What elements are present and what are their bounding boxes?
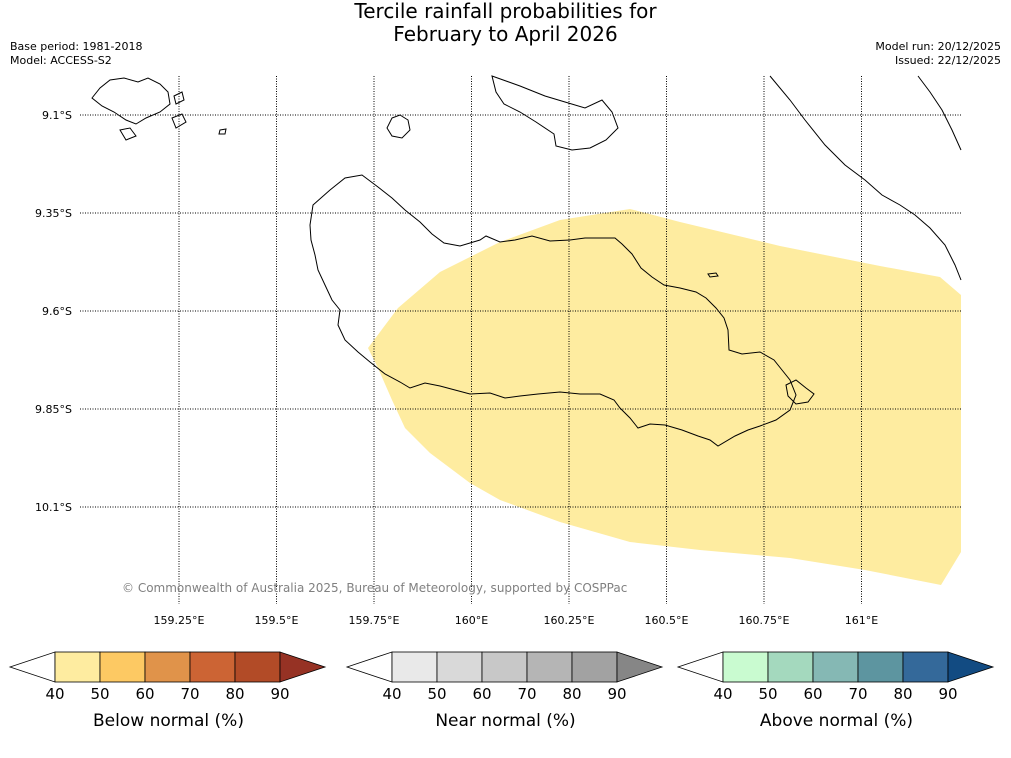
coastline-east-islets (785, 379, 815, 405)
lat-tick-labels: 9.1°S 9.35°S 9.6°S 9.85°S 10.1°S (35, 109, 72, 514)
coastline-nggela (386, 114, 411, 139)
colorbar-segment (234, 651, 281, 683)
colorbar-tick-label: 90 (938, 685, 957, 703)
colorbar-tick-label: 50 (427, 685, 446, 703)
colorbar-extend-high (947, 651, 995, 683)
colorbar-segment (767, 651, 814, 683)
colorbar-tick-label: 40 (382, 685, 401, 703)
title-line-2: February to April 2026 (393, 22, 618, 46)
coastline-top-center (491, 75, 619, 151)
colorbar-tick-label: 40 (713, 685, 732, 703)
lon-tick-labels: 159.25°E 159.5°E 159.75°E 160°E 160.25°E 160.… (154, 614, 879, 627)
coastline-isle-a (171, 113, 187, 129)
below-normal-probability-region (368, 209, 961, 585)
colorbar-segment (391, 651, 438, 683)
colorbar-tick-label: 80 (562, 685, 581, 703)
meta-right: Model run: 20/12/2025 Issued: 22/12/2025 (875, 40, 1001, 68)
lon-tick-label: 159.75°E (349, 614, 400, 627)
lon-tick-label: 160.5°E (645, 614, 689, 627)
coastline-malaita (769, 75, 962, 281)
colorbar-tick-label: 40 (45, 685, 64, 703)
colorbar-extend-high (279, 651, 327, 683)
colorbar-extend-high (616, 651, 664, 683)
chart-title: Tercile rainfall probabilities for Febru… (0, 0, 1011, 46)
colorbar-tick-label: 50 (90, 685, 109, 703)
colorbar-extend-low (676, 651, 724, 683)
colorbar-tick-label: 80 (893, 685, 912, 703)
lat-tick-label: 9.35°S (35, 207, 72, 220)
issued-label: Issued: 22/12/2025 (894, 54, 1001, 67)
colorbar-segment (812, 651, 859, 683)
colorbar-tick-label: 60 (472, 685, 491, 703)
colorbar-tick-label: 60 (135, 685, 154, 703)
lon-tick-label: 159.5°E (255, 614, 299, 627)
coastlines (91, 75, 962, 447)
model-run-label: Model run: 20/12/2025 (875, 40, 1001, 53)
lon-tick-label: 160.75°E (739, 614, 790, 627)
colorbar-label: Below normal (%) (93, 711, 244, 731)
colorbar-tick-label: 50 (758, 685, 777, 703)
colorbars: 40 50 60 70 80 90 Below normal (%) 40 50 60 70 80 90… (8, 651, 995, 731)
coastline-guadalcanal (309, 174, 797, 447)
colorbar-segment (54, 651, 101, 683)
colorbar-segment (481, 651, 528, 683)
lat-tick-label: 9.1°S (42, 109, 72, 122)
lat-tick-label: 9.85°S (35, 403, 72, 416)
coastline-islet (707, 272, 719, 278)
coastline-isle-c (218, 128, 227, 135)
colorbar-segment (99, 651, 146, 683)
lon-tick-label: 159.25°E (154, 614, 205, 627)
lon-tick-label: 161°E (845, 614, 878, 627)
colorbar-extend-low (8, 651, 56, 683)
lat-tick-label: 10.1°S (35, 501, 72, 514)
colorbar-tick-label: 60 (803, 685, 822, 703)
colorbar-segment (189, 651, 236, 683)
colorbar-near: 40 50 60 70 80 90 Near normal (%) (345, 651, 664, 731)
colorbar-tick-label: 90 (270, 685, 289, 703)
title-line-1: Tercile rainfall probabilities for (354, 0, 657, 23)
colorbar-segment (722, 651, 769, 683)
meta-left: Base period: 1981-2018 Model: ACCESS-S2 (10, 40, 142, 68)
colorbar-segment (571, 651, 618, 683)
colorbar-tick-label: 90 (607, 685, 626, 703)
map-gridlines (80, 76, 961, 604)
copyright-notice: © Commonwealth of Australia 2025, Bureau… (122, 581, 627, 595)
colorbar-segment (526, 651, 573, 683)
colorbar-tick-label: 70 (517, 685, 536, 703)
colorbar-segment (857, 651, 904, 683)
colorbar-extend-low (345, 651, 393, 683)
lon-tick-label: 160.25°E (544, 614, 595, 627)
lon-tick-label: 160°E (455, 614, 488, 627)
colorbar-tick-label: 70 (848, 685, 867, 703)
colorbar-below: 40 50 60 70 80 90 Below normal (%) (8, 651, 327, 731)
colorbar-tick-label: 80 (225, 685, 244, 703)
base-period-label: Base period: 1981-2018 (10, 40, 143, 53)
colorbar-segment (436, 651, 483, 683)
coastline-isle-d (173, 91, 185, 105)
colorbar-segment (902, 651, 949, 683)
colorbar-segment (144, 651, 191, 683)
coastline-santa-isabel (91, 77, 171, 125)
colorbar-label: Above normal (%) (760, 711, 913, 731)
coastline-isle-b (119, 127, 137, 141)
model-label: Model: ACCESS-S2 (10, 54, 112, 67)
lat-tick-label: 9.6°S (42, 305, 72, 318)
colorbar-above: 40 50 60 70 80 90 Above normal (%) (676, 651, 995, 731)
coastline-malaita-north (917, 75, 962, 151)
colorbar-tick-label: 70 (180, 685, 199, 703)
colorbar-label: Near normal (%) (435, 711, 575, 731)
